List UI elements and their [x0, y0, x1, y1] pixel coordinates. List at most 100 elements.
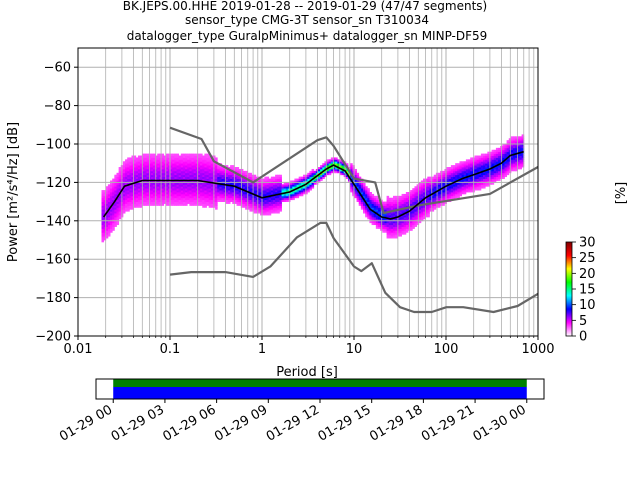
density-cell — [264, 211, 267, 214]
density-cell — [204, 170, 207, 174]
density-cell — [122, 182, 126, 185]
density-cell — [287, 193, 291, 197]
density-cell — [176, 170, 180, 174]
density-cell — [257, 203, 261, 206]
density-cell — [450, 188, 454, 191]
density-cell — [172, 180, 175, 183]
density-cell — [234, 168, 237, 172]
density-cell — [170, 199, 173, 202]
density-cell — [292, 192, 295, 195]
density-cell — [129, 199, 132, 202]
density-cell — [363, 201, 366, 204]
density-cell — [129, 168, 132, 172]
density-cell — [137, 197, 141, 201]
density-cell — [272, 205, 276, 208]
density-cell — [167, 199, 171, 202]
density-cell — [461, 178, 465, 181]
density-cell — [418, 190, 422, 193]
density-cell — [294, 190, 297, 193]
density-cell — [502, 172, 505, 176]
density-cell — [114, 216, 117, 220]
density-cell — [232, 195, 235, 199]
density-cell — [506, 144, 510, 147]
density-cell — [103, 224, 107, 227]
density-cell — [103, 203, 107, 206]
density-cell — [155, 172, 158, 176]
density-cell — [240, 168, 244, 172]
density-cell — [403, 216, 407, 220]
density-cell — [519, 142, 523, 145]
density-cell — [236, 188, 240, 191]
density-cell — [476, 157, 480, 160]
density-cell — [200, 186, 203, 189]
density-cell — [393, 201, 396, 204]
density-cell — [223, 168, 227, 172]
density-cell — [178, 190, 182, 193]
density-cell — [155, 188, 158, 191]
density-cell — [144, 197, 147, 201]
density-cell — [489, 170, 493, 174]
density-cell — [255, 186, 259, 189]
density-cell — [146, 153, 150, 156]
density-cell — [238, 170, 242, 174]
density-cell — [245, 203, 248, 206]
density-cell — [313, 174, 317, 178]
density-cell — [262, 178, 265, 181]
density-cell — [390, 222, 394, 226]
density-cell — [116, 203, 120, 206]
density-cell — [266, 192, 270, 195]
density-cell — [433, 203, 437, 206]
density-cell — [159, 153, 162, 156]
density-cell — [463, 167, 467, 170]
density-cell — [493, 176, 497, 179]
density-cell — [159, 201, 162, 204]
density-cell — [270, 201, 274, 204]
density-cell — [170, 167, 173, 170]
density-cell — [337, 165, 340, 168]
density-cell — [277, 199, 280, 202]
density-cell — [275, 209, 278, 212]
density-cell — [116, 188, 120, 191]
density-cell — [510, 155, 514, 158]
density-cell — [442, 170, 445, 174]
density-cell — [182, 203, 186, 206]
density-cell — [161, 165, 165, 168]
density-cell — [300, 188, 304, 191]
density-cell — [510, 151, 514, 154]
density-cell — [236, 195, 240, 199]
density-cell — [463, 165, 467, 168]
density-cell — [137, 155, 141, 158]
density-cell — [165, 193, 169, 197]
density-cell — [519, 144, 523, 147]
density-cell — [433, 184, 437, 187]
density-cell — [236, 201, 240, 204]
density-cell — [298, 182, 302, 185]
density-cell — [182, 157, 186, 160]
density-cell — [182, 199, 186, 202]
density-cell — [150, 172, 154, 176]
density-cell — [180, 199, 184, 202]
density-cell — [189, 174, 192, 178]
density-cell — [165, 174, 169, 178]
density-cell — [386, 230, 390, 233]
density-cell — [227, 167, 231, 170]
density-cell — [403, 222, 407, 226]
density-cell — [249, 184, 252, 187]
density-cell — [418, 213, 422, 216]
density-cell — [161, 193, 165, 197]
density-cell — [114, 205, 117, 208]
density-cell — [112, 226, 115, 229]
density-cell — [189, 186, 192, 189]
density-cell — [114, 174, 117, 178]
density-cell — [236, 192, 240, 195]
density-cell — [249, 195, 252, 199]
density-cell — [210, 159, 214, 162]
density-cell — [107, 224, 111, 227]
density-cell — [275, 188, 278, 191]
density-cell — [287, 186, 291, 189]
density-cell — [210, 163, 214, 166]
density-cell — [521, 149, 525, 153]
density-cell — [401, 220, 405, 224]
density-cell — [144, 174, 147, 178]
